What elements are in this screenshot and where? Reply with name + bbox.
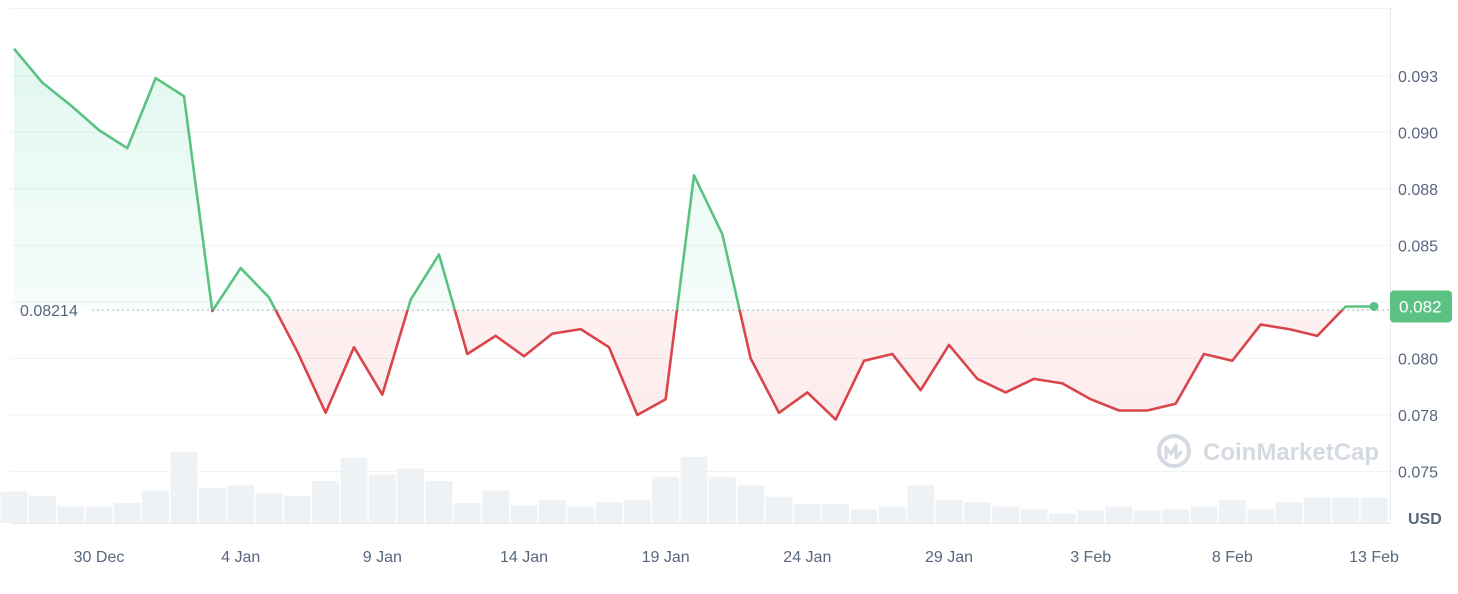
y-tick-label: 0.078: [1398, 408, 1438, 425]
volume-bar: [227, 485, 255, 523]
volume-bar: [1133, 510, 1161, 523]
volume-bar: [453, 503, 481, 523]
volume-bar: [482, 490, 510, 523]
current-price-dot: [1369, 301, 1379, 311]
y-tick-label: 0.085: [1398, 238, 1438, 255]
area-fill: [14, 48, 1374, 420]
x-axis: 30 Dec 4 Jan 9 Jan 14 Jan 19 Jan 24 Jan 29 Jan…: [74, 549, 1399, 566]
x-tick-label: 13 Feb: [1349, 549, 1399, 566]
volume-bar: [623, 499, 651, 523]
currency-unit-label: USD: [1408, 511, 1442, 528]
volume-bar: [1190, 506, 1218, 523]
volume-bar: [198, 488, 226, 523]
volume-bar: [538, 499, 566, 523]
x-tick-label: 8 Feb: [1212, 549, 1253, 566]
x-tick-label: 4 Jan: [221, 549, 260, 566]
y-tick-label: 0.080: [1398, 351, 1438, 368]
y-tick-label: 0.075: [1398, 465, 1438, 482]
volume-bar: [1275, 502, 1303, 523]
volume-bar: [283, 495, 311, 523]
volume-bar: [57, 506, 85, 523]
volume-bar: [1162, 509, 1190, 523]
volume-bar: [1218, 499, 1246, 523]
coinmarketcap-watermark: CoinMarketCap: [1157, 434, 1379, 468]
x-tick-label: 14 Jan: [500, 549, 548, 566]
volume-bar: [850, 509, 878, 523]
x-tick-label: 30 Dec: [74, 549, 125, 566]
volume-bar: [312, 481, 340, 523]
volume-bar: [0, 491, 28, 523]
volume-bar: [1077, 510, 1105, 523]
volume-bar: [765, 496, 793, 523]
volume-bar: [963, 502, 991, 523]
y-tick-label: 0.088: [1398, 182, 1438, 199]
y-tick-label: 0.090: [1398, 125, 1438, 142]
coinmarketcap-logo-icon: [1157, 434, 1191, 468]
volume-bar: [822, 504, 850, 523]
volume-bar: [1303, 497, 1331, 523]
current-price-badge: 0.082: [1390, 290, 1452, 323]
volume-bar: [680, 456, 708, 523]
y-tick-label: 0.093: [1398, 69, 1438, 86]
volume-bar: [170, 451, 198, 523]
volume-bar: [1048, 513, 1076, 523]
volume-bar: [992, 506, 1020, 523]
volume-bar: [1105, 506, 1133, 523]
current-price-text: 0.082: [1399, 297, 1442, 316]
volume-bar: [652, 476, 680, 523]
volume-bar: [142, 490, 170, 523]
volume-bar: [793, 504, 821, 523]
volume-bar: [907, 485, 935, 523]
volume-bar: [255, 493, 283, 523]
volume-bar: [510, 505, 538, 523]
volume-bar: [1360, 497, 1388, 523]
x-tick-label: 24 Jan: [783, 549, 831, 566]
volume-bar: [1247, 509, 1275, 523]
volume-bar: [28, 495, 56, 523]
volume-bar: [737, 485, 765, 523]
volume-bar: [935, 499, 963, 523]
x-tick-label: 19 Jan: [642, 549, 690, 566]
price-line-down: [210, 310, 1344, 421]
volume-bar: [340, 457, 368, 523]
x-tick-label: 9 Jan: [363, 549, 402, 566]
volume-bar: [595, 502, 623, 523]
reference-price-label: 0.08214: [20, 303, 78, 320]
volume-bar: [878, 506, 906, 523]
area-below-reference: [212, 310, 1343, 420]
volume-bar: [567, 506, 595, 523]
x-tick-label: 29 Jan: [925, 549, 973, 566]
volume-bar: [1332, 497, 1360, 523]
volume-bar: [85, 506, 113, 523]
x-tick-label: 3 Feb: [1070, 549, 1111, 566]
volume-bar: [113, 503, 141, 523]
volume-bar: [368, 474, 396, 523]
volume-bar: [708, 476, 736, 523]
volume-bars: [0, 451, 1388, 523]
watermark-text: CoinMarketCap: [1203, 439, 1379, 466]
volume-bar: [397, 468, 425, 523]
price-line: [13, 47, 1374, 421]
volume-bar: [425, 481, 453, 523]
volume-bar: [1020, 509, 1048, 523]
price-line-up: [13, 47, 1374, 311]
